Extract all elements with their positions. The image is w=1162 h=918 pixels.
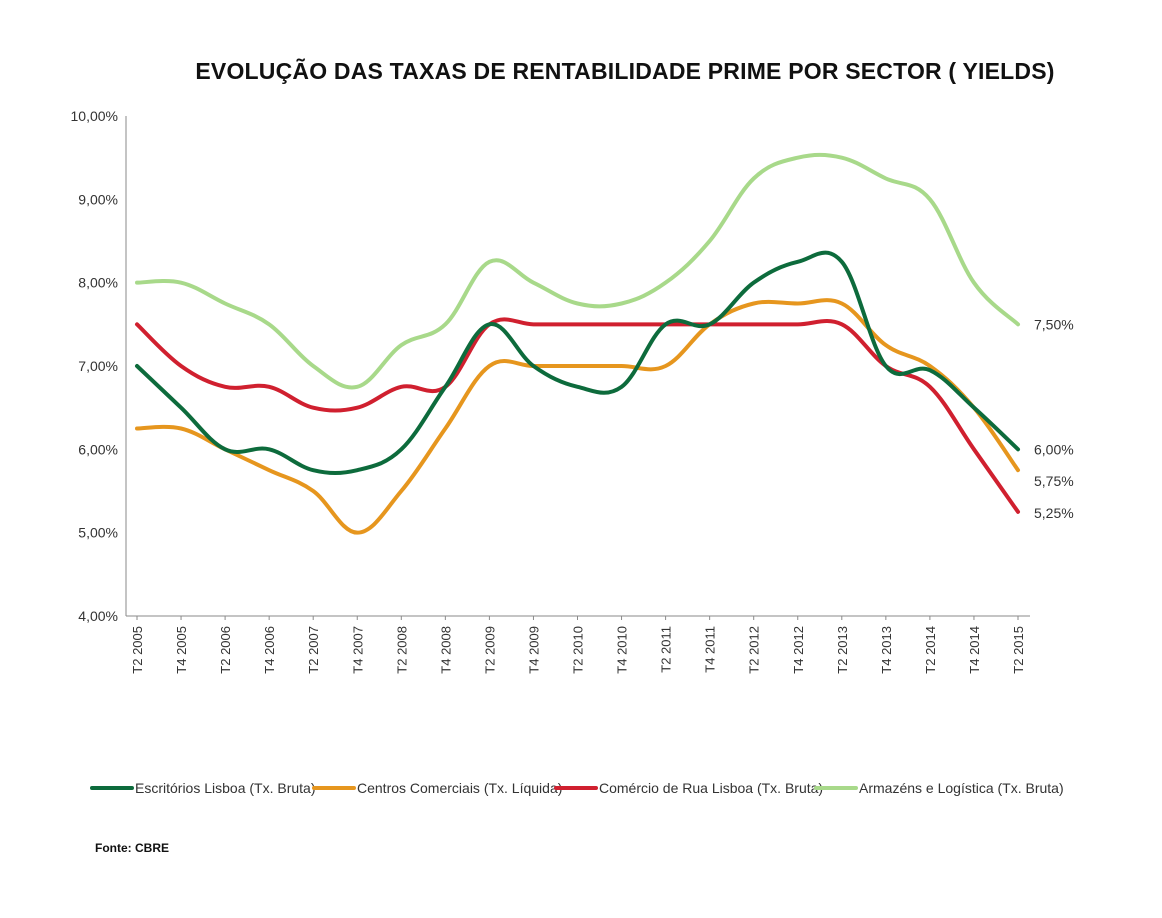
x-tick-label: T4 2013 xyxy=(879,626,894,674)
x-tick-label: T2 2010 xyxy=(571,626,586,674)
x-tick-label: T2 2015 xyxy=(1011,626,1026,674)
x-tick-label: T2 2009 xyxy=(482,626,497,674)
legend-label: Centros Comerciais (Tx. Líquida) xyxy=(357,780,562,796)
series-end-label: 7,50% xyxy=(1034,316,1074,332)
source-note: Fonte: CBRE xyxy=(95,841,169,855)
x-tick-label: T4 2010 xyxy=(615,626,630,674)
x-tick-label: T4 2011 xyxy=(703,626,718,673)
series-line-3 xyxy=(135,152,1020,390)
y-tick-label: 8,00% xyxy=(78,275,118,291)
y-tick-label: 5,00% xyxy=(78,525,118,541)
legend-label: Escritórios Lisboa (Tx. Bruta) xyxy=(135,780,316,796)
x-tick-label: T4 2007 xyxy=(350,626,365,674)
x-tick-label: T4 2014 xyxy=(967,626,982,674)
series-line-0 xyxy=(135,250,1020,475)
series-end-label: 6,00% xyxy=(1034,441,1074,457)
legend-label: Armazéns e Logística (Tx. Bruta) xyxy=(859,780,1064,796)
series-end-label: 5,25% xyxy=(1034,505,1074,521)
y-tick-label: 7,00% xyxy=(78,358,118,374)
x-tick-label: T2 2012 xyxy=(747,626,762,674)
series-line-1 xyxy=(135,298,1020,535)
series-line-2 xyxy=(135,317,1020,514)
series-end-label: 5,75% xyxy=(1034,473,1074,489)
y-tick-label: 6,00% xyxy=(78,441,118,457)
x-tick-label: T2 2008 xyxy=(394,626,409,674)
x-tick-label: T4 2009 xyxy=(526,626,541,674)
x-tick-label: T4 2006 xyxy=(262,626,277,674)
x-tick-label: T2 2005 xyxy=(130,626,145,674)
x-tick-label: T2 2014 xyxy=(923,626,938,674)
y-tick-label: 4,00% xyxy=(78,608,118,624)
x-tick-label: T2 2011 xyxy=(659,626,674,673)
x-tick-label: T4 2008 xyxy=(438,626,453,674)
x-tick-label: T4 2012 xyxy=(791,626,806,674)
chart-title: EVOLUÇÃO DAS TAXAS DE RENTABILIDADE PRIM… xyxy=(195,58,1055,84)
y-tick-label: 10,00% xyxy=(71,108,118,124)
x-tick-label: T2 2007 xyxy=(306,626,321,674)
x-tick-label: T2 2006 xyxy=(218,626,233,674)
y-tick-label: 9,00% xyxy=(78,191,118,207)
x-tick-label: T4 2005 xyxy=(174,626,189,674)
x-tick-label: T2 2013 xyxy=(835,626,850,674)
legend-label: Comércio de Rua Lisboa (Tx. Bruta) xyxy=(599,780,823,796)
